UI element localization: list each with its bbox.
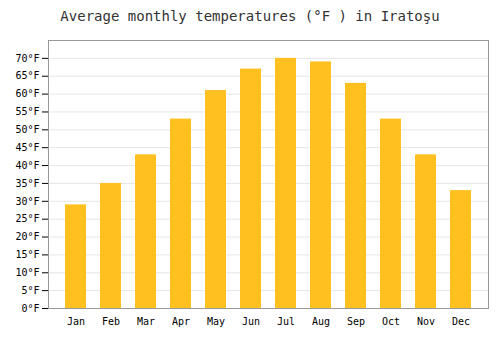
svg-text:25°F: 25°F (15, 213, 39, 224)
svg-text:35°F: 35°F (15, 178, 39, 189)
svg-text:Mar: Mar (137, 316, 155, 327)
svg-text:30°F: 30°F (15, 196, 39, 207)
svg-text:Dec: Dec (452, 316, 470, 327)
svg-text:15°F: 15°F (15, 249, 39, 260)
svg-text:60°F: 60°F (15, 88, 39, 99)
svg-text:40°F: 40°F (15, 160, 39, 171)
svg-text:Apr: Apr (172, 316, 190, 327)
svg-text:Jul: Jul (277, 316, 295, 327)
svg-text:50°F: 50°F (15, 124, 39, 135)
svg-text:5°F: 5°F (21, 285, 39, 296)
svg-text:Feb: Feb (102, 316, 120, 327)
svg-text:55°F: 55°F (15, 106, 39, 117)
svg-text:70°F: 70°F (15, 53, 39, 64)
svg-text:0°F: 0°F (21, 303, 39, 314)
svg-text:65°F: 65°F (15, 70, 39, 81)
svg-text:Jun: Jun (242, 316, 260, 327)
svg-text:Nov: Nov (417, 316, 435, 327)
svg-text:20°F: 20°F (15, 231, 39, 242)
svg-text:Oct: Oct (382, 316, 400, 327)
svg-text:May: May (207, 316, 225, 327)
html-text:Average monthly temperatures (: Average monthly temperatures (°F ) in Ir… (60, 8, 440, 24)
svg-text:10°F: 10°F (15, 267, 39, 278)
svg-text:Jan: Jan (67, 316, 85, 327)
svg-text:Sep: Sep (347, 316, 365, 327)
svg-text:Aug: Aug (312, 316, 330, 327)
svg-text:45°F: 45°F (15, 142, 39, 153)
